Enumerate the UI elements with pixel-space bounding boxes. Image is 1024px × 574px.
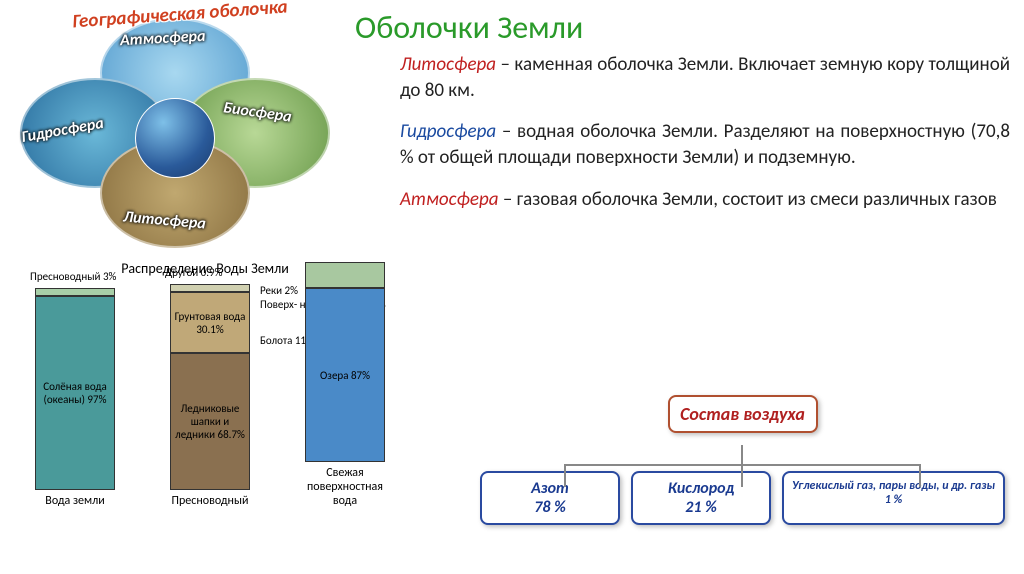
water-col-earth: Солёная вода (океаны) 97%Вода землиПресн… [35, 288, 115, 508]
air-node-2: Углекислый газ, пары воды, и др. газы1 % [782, 471, 1005, 525]
page-title: Оболочки Земли [355, 8, 583, 47]
text-atmosphere: – газовая оболочка Земли, состоит из сме… [499, 188, 997, 211]
water-col-label-earth: Вода земли [35, 494, 115, 508]
definitions-block: Литосфера – каменная оболочка Земли. Вкл… [400, 52, 1010, 228]
water-top-label-fresh: Другой 0.9% [165, 266, 222, 279]
def-hydrosphere: Гидросфера – водная оболочка Земли. Разд… [400, 119, 1010, 170]
water-col-fresh: Грунтовая вода 30.1%Ледниковые шапки и л… [170, 284, 250, 508]
term-lithosphere: Литосфера [400, 53, 496, 76]
water-col-label-fresh: Пресноводный [170, 494, 250, 508]
term-hydrosphere: Гидросфера [400, 120, 496, 143]
air-node-0: Азот78 % [480, 471, 620, 525]
water-seg-fresh-0: Грунтовая вода 30.1% [170, 292, 250, 352]
water-seg-earth-0: Солёная вода (океаны) 97% [35, 296, 115, 490]
water-col-surface: Озера 87%Свежая поверхностная вода [305, 262, 385, 508]
water-seg-top-surface [305, 262, 385, 288]
water-seg-top-fresh [170, 284, 250, 292]
def-lithosphere: Литосфера – каменная оболочка Земли. Вкл… [400, 52, 1010, 103]
water-top-label-earth: Пресноводный 3% [30, 270, 116, 283]
air-root-node: Состав воздуха [668, 395, 818, 433]
term-atmosphere: Атмосфера [400, 188, 499, 211]
venn-globe [135, 98, 215, 178]
air-node-1: Кислород21 % [631, 471, 771, 525]
water-seg-surface-0: Озера 87% [305, 288, 385, 462]
air-composition-chart: Состав воздуха Азот78 %Кислород21 %Углек… [470, 395, 1015, 570]
water-col-label-surface: Свежая поверхностная вода [305, 466, 385, 508]
def-atmosphere: Атмосфера – газовая оболочка Земли, сост… [400, 187, 1010, 213]
geographic-shell-venn: Географическая оболочка Атмосфера Гидрос… [5, 3, 345, 248]
water-distribution-chart: Распределение Воды Земли Солёная вода (о… [5, 260, 405, 570]
water-seg-top-earth [35, 288, 115, 296]
water-seg-fresh-1: Ледниковые шапки и ледники 68.7% [170, 353, 250, 490]
